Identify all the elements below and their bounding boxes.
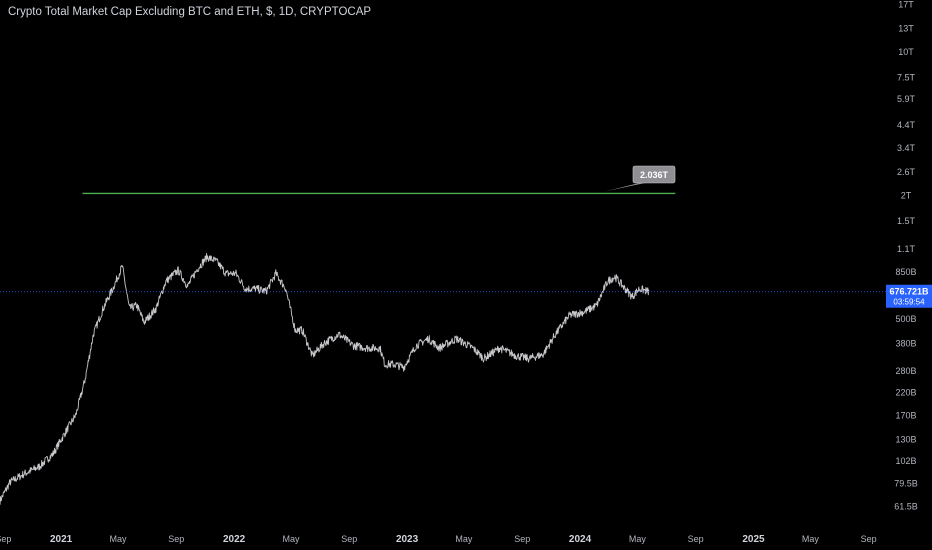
- x-tick-label: May: [109, 534, 127, 544]
- x-tick-label: Sep: [514, 534, 530, 544]
- y-tick-label: 79.5B: [894, 478, 918, 488]
- x-tick-label: 2024: [569, 534, 592, 545]
- last-price-badge: [886, 284, 932, 308]
- y-tick-label: 500B: [895, 314, 916, 324]
- y-tick-label: 280B: [895, 366, 916, 376]
- y-tick-label: 17T: [898, 0, 914, 10]
- last-price-countdown: 03:59:54: [893, 298, 925, 307]
- y-tick-label: 3.4T: [897, 143, 916, 153]
- y-tick-label: 1.1T: [897, 244, 916, 254]
- x-tick-label: Sep: [688, 534, 704, 544]
- y-tick-label: 5.9T: [897, 94, 916, 104]
- x-tick-label: May: [802, 534, 820, 544]
- x-tick-label: 2025: [742, 534, 765, 545]
- y-tick-label: 13T: [898, 23, 914, 33]
- y-tick-label: 2.6T: [897, 167, 916, 177]
- y-tick-label: 102B: [895, 456, 916, 466]
- y-tick-label: 61.5B: [894, 501, 918, 511]
- x-tick-label: 2021: [50, 534, 73, 545]
- y-tick-label: 7.5T: [897, 73, 916, 83]
- price-series-line: [0, 253, 650, 505]
- level-callout-label: 2.036T: [640, 170, 669, 180]
- level-callout-box[interactable]: [632, 165, 676, 184]
- y-tick-label: 4.4T: [897, 120, 916, 130]
- level-callout-pointer: [605, 183, 645, 192]
- y-tick-label: 130B: [895, 434, 916, 444]
- chart-title: Crypto Total Market Cap Excluding BTC an…: [8, 6, 372, 18]
- x-tick-label: Sep: [0, 534, 11, 544]
- y-tick-label: 1.5T: [897, 216, 916, 226]
- x-tick-label: May: [282, 534, 300, 544]
- last-price-value: 676.721B: [889, 287, 929, 297]
- y-tick-label: 170B: [895, 411, 916, 421]
- y-tick-label: 10T: [898, 47, 914, 57]
- x-tick-label: Sep: [861, 534, 877, 544]
- x-tick-label: 2023: [396, 534, 419, 545]
- x-tick-label: May: [455, 534, 473, 544]
- x-tick-label: Sep: [341, 534, 357, 544]
- x-tick-label: Sep: [168, 534, 184, 544]
- x-tick-label: 2022: [223, 534, 246, 545]
- y-tick-label: 220B: [895, 388, 916, 398]
- y-tick-label: 2T: [901, 191, 912, 201]
- y-tick-label: 380B: [895, 339, 916, 349]
- x-tick-label: May: [629, 534, 647, 544]
- y-tick-label: 850B: [895, 267, 916, 277]
